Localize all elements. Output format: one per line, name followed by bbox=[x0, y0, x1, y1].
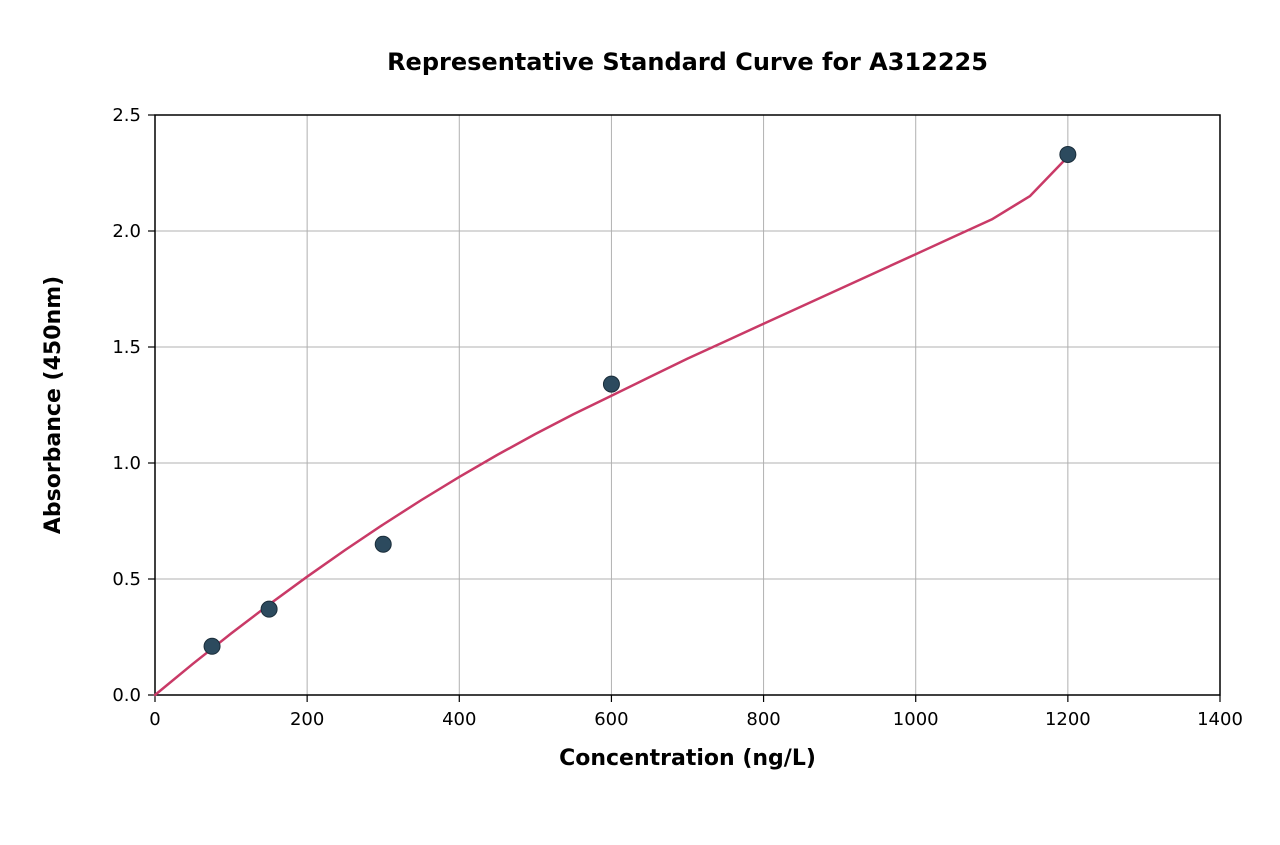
y-tick-label: 2.0 bbox=[112, 221, 141, 242]
x-axis-label: Concentration (ng/L) bbox=[559, 746, 816, 771]
x-tick-label: 400 bbox=[442, 709, 476, 730]
y-tick-label: 1.5 bbox=[112, 337, 141, 358]
x-tick-label: 1200 bbox=[1045, 709, 1091, 730]
chart-title: Representative Standard Curve for A31222… bbox=[387, 48, 988, 76]
chart-container: 0 200 400 600 800 1000 1200 1400 0.0 0.5 1.0 1.5 2.0… bbox=[0, 0, 1280, 845]
x-tick-label: 200 bbox=[290, 709, 324, 730]
x-tick-label: 0 bbox=[149, 709, 160, 730]
data-point bbox=[204, 638, 220, 654]
y-axis-label: Absorbance (450nm) bbox=[41, 276, 66, 534]
data-point bbox=[261, 601, 277, 617]
x-tick-label: 1000 bbox=[893, 709, 939, 730]
y-tick-label: 0.5 bbox=[112, 569, 141, 590]
y-tick-label: 1.0 bbox=[112, 453, 141, 474]
data-point bbox=[375, 536, 391, 552]
x-tick-label: 800 bbox=[746, 709, 780, 730]
data-point bbox=[603, 376, 619, 392]
x-tick-label: 1400 bbox=[1197, 709, 1243, 730]
data-point bbox=[1060, 146, 1076, 162]
standard-curve-chart: 0 200 400 600 800 1000 1200 1400 0.0 0.5 1.0 1.5 2.0… bbox=[0, 0, 1280, 845]
y-tick-label: 0.0 bbox=[112, 685, 141, 706]
x-tick-label: 600 bbox=[594, 709, 628, 730]
plot-area bbox=[155, 115, 1220, 695]
y-tick-label: 2.5 bbox=[112, 105, 141, 126]
